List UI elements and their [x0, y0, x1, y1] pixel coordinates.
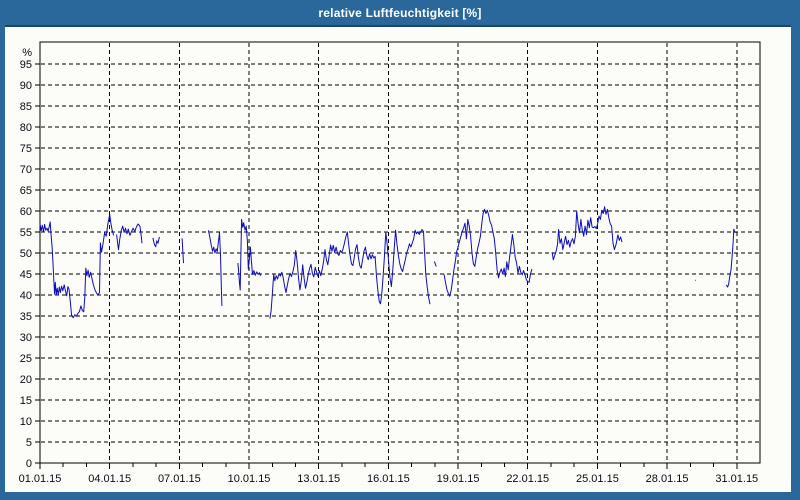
y-tick-label: 10 — [20, 416, 32, 428]
x-tick-label: 28.01.15 — [646, 473, 689, 485]
x-tick-label: 13.01.15 — [297, 473, 340, 485]
data-line-segment — [433, 261, 437, 267]
y-tick-label: 75 — [20, 143, 32, 155]
y-tick-label: 55 — [20, 227, 32, 239]
chart-panel: 0 5 10 15 20 25 30 35 40 45 50 55 60 65 70 75 80 85 90 95% 0… — [5, 25, 791, 492]
tick-label-layer: 0 5 10 15 20 25 30 35 40 45 50 55 60 65 70 75 80 85 90 95% 0… — [19, 47, 759, 485]
y-tick-label: 85 — [20, 101, 32, 113]
y-axis-unit-label: % — [22, 47, 32, 59]
x-tick-label: 25.01.15 — [576, 473, 619, 485]
data-line-segment — [725, 228, 736, 288]
x-tick-label: 07.01.15 — [158, 473, 201, 485]
data-line-segment — [551, 206, 623, 261]
data-line-segment — [39, 213, 115, 319]
chart-title: relative Luftfeuchtigkeit [%] — [318, 5, 482, 20]
y-tick-label: 60 — [20, 206, 32, 218]
data-line-segment — [443, 208, 533, 297]
y-tick-label: 0 — [26, 458, 32, 470]
y-tick-label: 40 — [20, 290, 32, 302]
x-tick-label: 16.01.15 — [367, 473, 410, 485]
title-bar: relative Luftfeuchtigkeit [%] — [0, 0, 800, 25]
x-tick-label: 04.01.15 — [88, 473, 131, 485]
y-tick-label: 70 — [20, 164, 32, 176]
data-line-segment — [207, 230, 223, 306]
axis-layer — [35, 41, 761, 469]
y-tick-label: 65 — [20, 185, 32, 197]
x-tick-label: 01.01.15 — [19, 473, 62, 485]
y-tick-label: 45 — [20, 269, 32, 281]
data-line-segment — [237, 218, 262, 291]
y-tick-label: 30 — [20, 332, 32, 344]
data-line-segment — [152, 236, 160, 248]
data-line-segment — [181, 238, 184, 264]
data-layer — [39, 206, 736, 319]
y-tick-label: 80 — [20, 122, 32, 134]
y-tick-label: 20 — [20, 374, 32, 386]
data-line-segment — [269, 229, 431, 319]
y-tick-label: 35 — [20, 311, 32, 323]
x-tick-label: 31.01.15 — [715, 473, 758, 485]
y-tick-label: 90 — [20, 80, 32, 92]
grid-layer — [41, 43, 759, 462]
y-tick-label: 50 — [20, 248, 32, 260]
data-line-segment — [116, 223, 143, 251]
y-tick-label: 25 — [20, 353, 32, 365]
x-tick-label: 10.01.15 — [228, 473, 271, 485]
chart-canvas[interactable]: 0 5 10 15 20 25 30 35 40 45 50 55 60 65 70 75 80 85 90 95% 0… — [5, 27, 791, 492]
y-tick-label: 95 — [20, 59, 32, 71]
y-tick-label: 15 — [20, 395, 32, 407]
y-tick-label: 5 — [26, 437, 32, 449]
x-tick-label: 22.01.15 — [506, 473, 549, 485]
x-tick-label: 19.01.15 — [437, 473, 480, 485]
